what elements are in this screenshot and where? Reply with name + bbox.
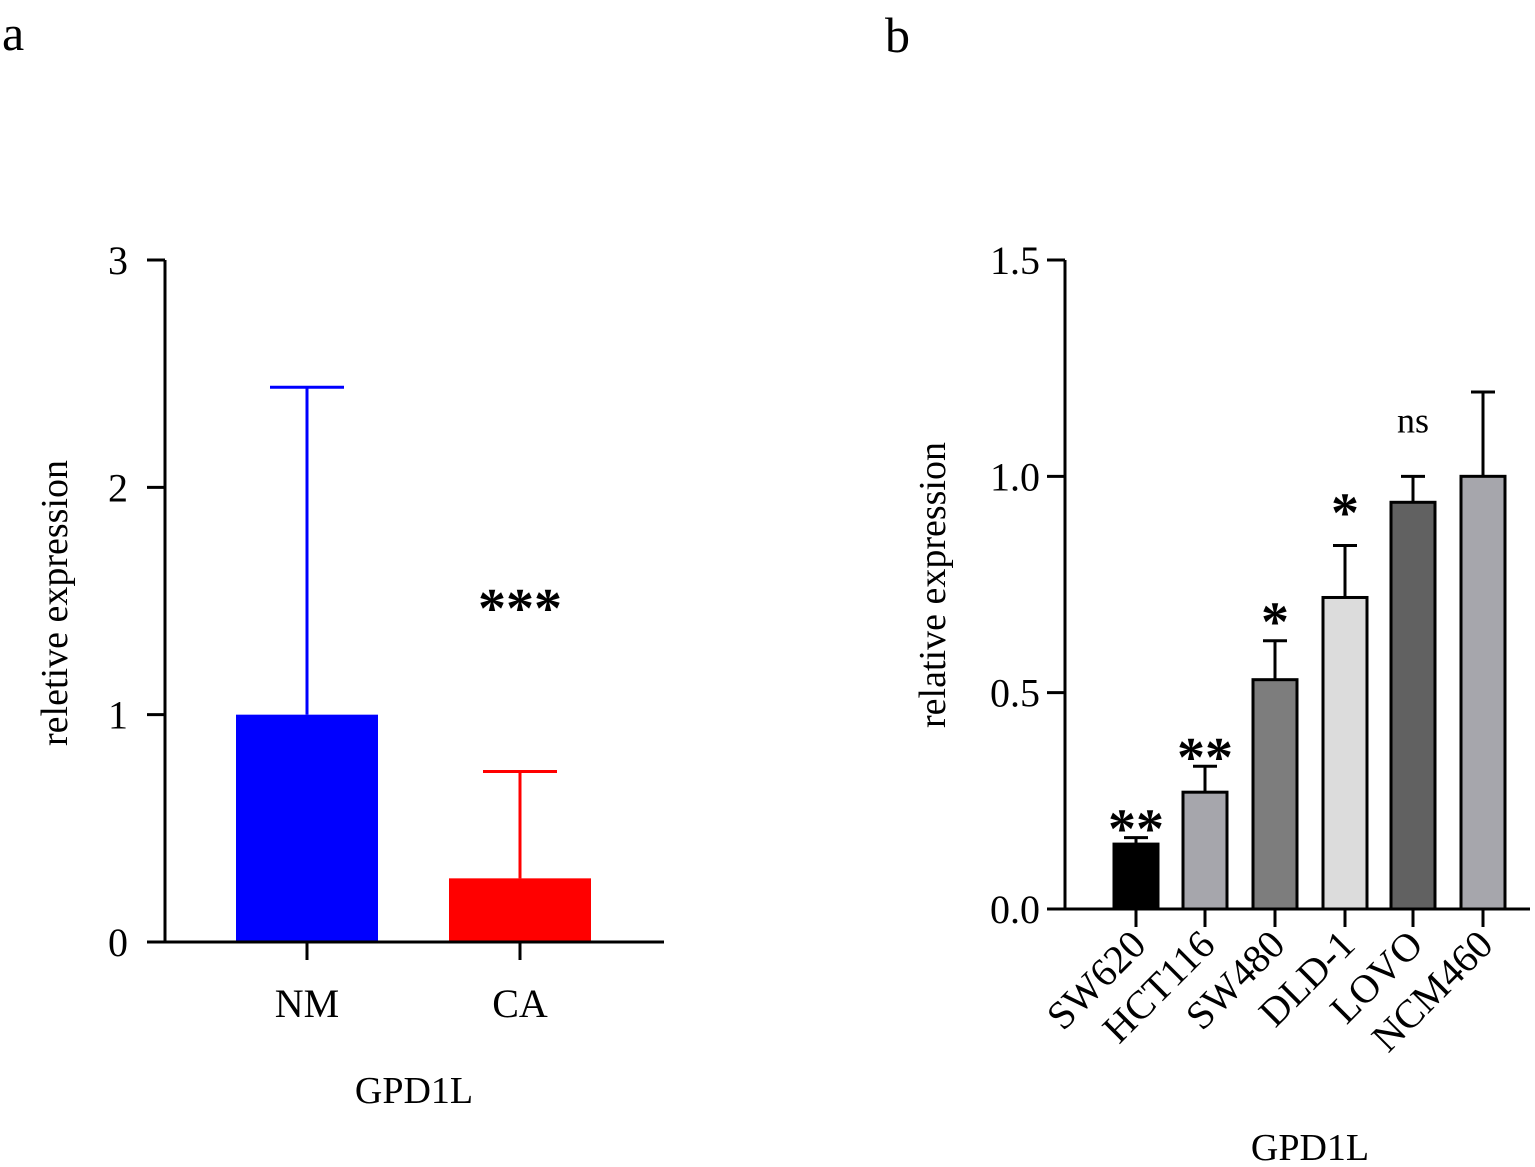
panel-a-bar-nm	[236, 714, 378, 942]
panel-b-bar-dld-1	[1321, 595, 1369, 911]
panel-b-y-tick-label: 1.0	[990, 454, 1040, 499]
panel-a-significance-label: ***	[478, 578, 562, 640]
panel-b-y-ticks	[1047, 258, 1065, 911]
panel-b-significance-label: *	[1261, 592, 1289, 654]
panel-a-x-ticks	[305, 942, 522, 960]
panel-b-label: b	[885, 7, 910, 63]
panel-a-label: a	[2, 5, 24, 61]
panel-a-y-ticks	[147, 258, 165, 944]
panel-b-significance-label: *	[1331, 483, 1359, 545]
panel-b-bar-lovo	[1389, 500, 1437, 911]
panel-a-bars	[236, 714, 591, 942]
panel-b-bars	[1112, 474, 1507, 911]
panel-a-bar-ca	[449, 878, 591, 942]
panel-a-category-label: NM	[275, 981, 339, 1026]
panel-b-x-ticks	[1134, 909, 1485, 927]
panel-a-category-label: CA	[492, 981, 548, 1026]
panel-b-y-tick-label: 0.5	[990, 671, 1040, 716]
panel-a-y-axis-title: reletive expression	[34, 460, 76, 746]
panel-a-y-tick-label: 2	[108, 465, 128, 510]
panel-b-bar-hct116	[1181, 790, 1229, 911]
panel-b-y-tick-label: 1.5	[990, 238, 1040, 283]
panel-a: a 0 1 2 3 NM CA *** reletive expression …	[2, 5, 664, 1112]
panel-b-y-tick-label: 0.0	[990, 887, 1040, 932]
panel-b-x-axis-title: GPD1L	[1251, 1127, 1369, 1167]
panel-b-bar-ncm460	[1459, 474, 1507, 911]
panel-b-significance-label: **	[1177, 727, 1233, 789]
panel-a-error-bars	[270, 385, 557, 879]
panel-b-error-bars	[1124, 390, 1495, 845]
panel-a-y-tick-label: 0	[108, 920, 128, 965]
panel-b-significance-label: **	[1108, 799, 1164, 861]
panel-b: b 0.0 0.5 1.0 1.5 SW620 HCT116 SW480 DLD…	[885, 7, 1530, 1167]
panel-b-bar-sw480	[1251, 678, 1299, 911]
panel-b-y-axis-title: relative expression	[912, 442, 954, 728]
panel-a-y-tick-label: 3	[108, 238, 128, 283]
panel-b-significance-label: ns	[1397, 400, 1429, 440]
panel-a-y-tick-label: 1	[108, 693, 128, 738]
panel-b-bar-sw620	[1112, 842, 1160, 911]
panel-a-x-axis-title: GPD1L	[355, 1070, 473, 1112]
